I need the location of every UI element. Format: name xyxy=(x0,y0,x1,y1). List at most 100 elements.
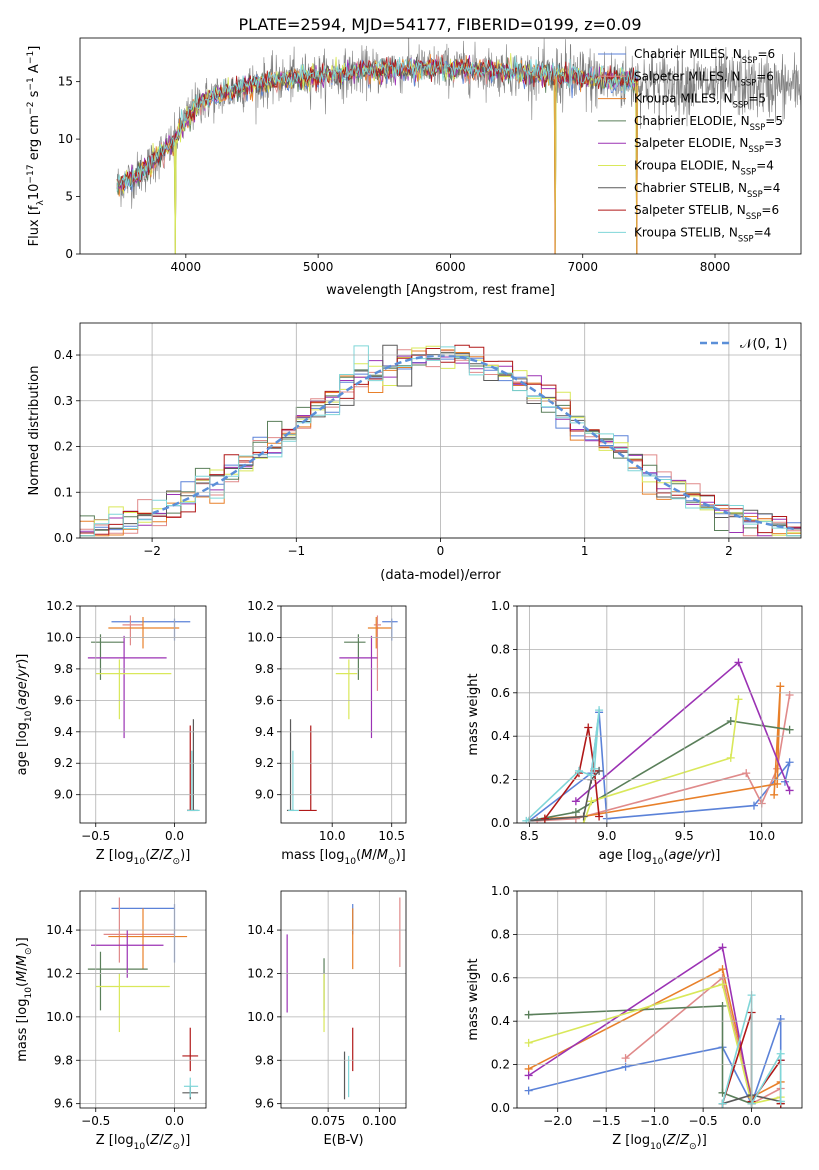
legend-label: Chabrier MILES, NSSP=6 xyxy=(634,47,775,65)
data-point xyxy=(522,816,531,823)
legend-label: Chabrier STELIB, NSSP=4 xyxy=(634,181,780,199)
axes-frame xyxy=(516,605,803,824)
y-tick-label: 0.4 xyxy=(491,1014,510,1028)
data-point xyxy=(785,690,794,699)
x-tick-label: 0 xyxy=(437,544,445,558)
y-tick-label: 0.8 xyxy=(491,642,510,656)
data-point xyxy=(587,797,596,806)
data-point xyxy=(571,797,580,806)
y-tick-label: 10.0 xyxy=(247,630,274,644)
panel-spectrum: 4000 5000 6000 7000 8000 0 5 10 15 wavelength [An… xyxy=(26,37,802,298)
data-point xyxy=(773,779,782,788)
x-tick-label: 0.0 xyxy=(742,1114,761,1128)
point-salpeter-elodie xyxy=(339,635,378,739)
data-point xyxy=(770,790,779,799)
x-tick-label: 7000 xyxy=(567,260,598,274)
y-tick-label: 0.0 xyxy=(491,1101,510,1115)
data-point xyxy=(718,943,727,952)
x-tick-label: 10.5 xyxy=(378,829,405,843)
axes-frame xyxy=(516,890,803,1109)
panel-age-vs-weight: 8.5 9.0 9.5 10.0 0.0 0.2 0.4 0.6 0.8 1.0 age [log1… xyxy=(466,599,803,867)
y-tick-label: 9.4 xyxy=(255,725,274,739)
y-tick-label: 0.3 xyxy=(54,394,73,408)
data-point xyxy=(726,753,735,762)
series-line xyxy=(528,983,781,1105)
y-tick-label: 0.6 xyxy=(491,686,510,700)
x-tick-label: 0.075 xyxy=(311,1114,345,1128)
model-chabrier-stelib xyxy=(116,55,639,191)
data-point xyxy=(776,1097,785,1106)
data-point xyxy=(734,658,743,667)
data-point xyxy=(749,801,758,810)
x-axis-label: E(B-V) xyxy=(323,1133,363,1148)
series-line xyxy=(529,720,790,822)
plot-area xyxy=(87,615,200,812)
point-salpeter-elodie xyxy=(87,635,167,739)
legend: Chabrier MILES, NSSP=6 Salpeter MILES, NS… xyxy=(598,47,783,243)
data-point xyxy=(574,766,583,775)
y-axis-label: mass weight xyxy=(466,958,481,1040)
data-point xyxy=(726,717,735,726)
x-axis-label: mass [log10(M/M⊙)] xyxy=(281,848,405,867)
gaussian-curve xyxy=(151,354,794,531)
point-kroupa-stelib xyxy=(183,1077,199,1098)
plot-area xyxy=(116,38,801,254)
data-point xyxy=(524,1038,533,1047)
y-tick-label: 10.2 xyxy=(46,599,73,613)
y-tick-label: 10.2 xyxy=(247,966,274,980)
data-point xyxy=(621,1062,630,1071)
data-point xyxy=(587,771,596,780)
x-tick-label: −1 xyxy=(287,544,305,558)
data-point xyxy=(590,764,599,773)
data-point xyxy=(785,725,794,734)
y-tick-label: 9.8 xyxy=(255,662,274,676)
axes-frame xyxy=(79,37,802,255)
y-tick-label: 0.0 xyxy=(54,531,73,545)
legend-label: Salpeter MILES, NSSP=6 xyxy=(634,69,774,87)
x-tick-label: 2 xyxy=(725,544,733,558)
point-salpeter-stelib xyxy=(298,725,317,812)
data-point xyxy=(524,1086,533,1095)
data-point xyxy=(718,1002,727,1011)
y-tick-label: 10.0 xyxy=(247,1010,274,1024)
series-kroupa-stelib xyxy=(522,706,604,823)
x-tick-label: −2 xyxy=(143,544,161,558)
legend-label: Kroupa MILES, NSSP=5 xyxy=(634,92,766,110)
legend-label: Kroupa ELODIE, NSSP=4 xyxy=(634,159,774,177)
y-tick-label: 15 xyxy=(58,75,73,89)
y-tick-label: 1.0 xyxy=(491,884,510,898)
legend-label: Chabrier ELODIE, NSSP=5 xyxy=(634,114,783,132)
y-tick-label: 9.6 xyxy=(255,1097,274,1111)
y-axis-label: mass [log10(M/M⊙)] xyxy=(15,937,34,1061)
x-tick-label: 0.100 xyxy=(362,1114,396,1128)
x-tick-label: 0.0 xyxy=(165,1114,184,1128)
point-chabrier-elodie xyxy=(87,951,148,1011)
y-tick-label: 9.6 xyxy=(54,1097,73,1111)
data-point xyxy=(524,1010,533,1019)
panel-mass-vs-age: 10.0 10.5 9.0 9.2 9.4 9.6 9.8 10.0 10.2 mass [log… xyxy=(247,599,407,867)
data-point xyxy=(785,786,794,795)
point-salpeter-stelib xyxy=(182,1027,199,1072)
y-tick-label: 9.2 xyxy=(255,756,274,770)
y-tick-label: 10.4 xyxy=(46,923,73,937)
axes-frame xyxy=(280,890,407,1109)
data-point xyxy=(776,682,785,691)
y-tick-label: 10.2 xyxy=(46,966,73,980)
data-point xyxy=(776,1049,785,1058)
y-tick-label: 9.8 xyxy=(54,662,73,676)
point-kroupa-elodie xyxy=(95,659,172,720)
legend-label: 𝒩(0, 1) xyxy=(740,337,787,352)
data-point xyxy=(595,706,604,715)
x-tick-label: 8000 xyxy=(700,260,731,274)
y-tick-label: 1.0 xyxy=(491,599,510,613)
x-tick-label: 10.0 xyxy=(748,829,775,843)
point-kroupa-stelib xyxy=(288,750,299,812)
data-point xyxy=(785,758,794,767)
y-tick-label: 0.1 xyxy=(54,485,73,499)
data-point xyxy=(571,808,580,817)
x-tick-label: 1 xyxy=(581,544,589,558)
y-tick-label: 0.4 xyxy=(491,729,510,743)
axes-frame xyxy=(79,605,207,824)
data-point xyxy=(579,812,588,821)
model-kroupa-stelib xyxy=(116,55,639,192)
